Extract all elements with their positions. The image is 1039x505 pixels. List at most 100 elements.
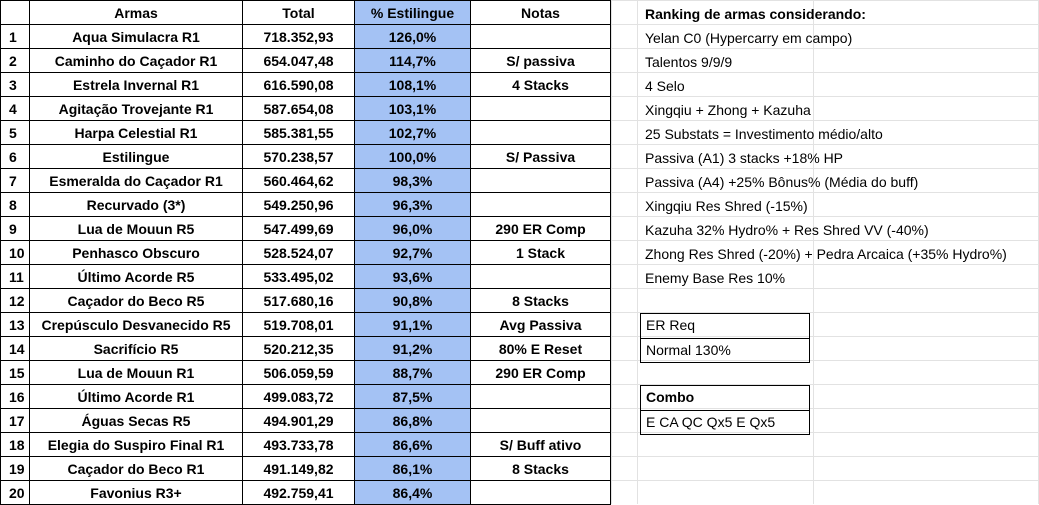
row-percent[interactable]: 98,3%	[354, 168, 471, 193]
row-notes[interactable]	[470, 24, 611, 49]
row-index[interactable]: 6	[0, 144, 30, 169]
row-weapon[interactable]: Caçador do Beco R5	[29, 288, 243, 313]
row-index[interactable]: 7	[0, 168, 30, 193]
row-weapon[interactable]: Estilingue	[29, 144, 243, 169]
row-percent[interactable]: 100,0%	[354, 144, 471, 169]
row-index[interactable]: 18	[0, 432, 30, 457]
row-weapon[interactable]: Agitação Trovejante R1	[29, 96, 243, 121]
row-weapon[interactable]: Estrela Invernal R1	[29, 72, 243, 97]
header-notes[interactable]: Notas	[470, 0, 611, 25]
row-total[interactable]: 517.680,16	[242, 288, 355, 313]
row-percent[interactable]: 102,7%	[354, 120, 471, 145]
row-total[interactable]: 506.059,59	[242, 360, 355, 385]
row-weapon[interactable]: Caçador do Beco R1	[29, 456, 243, 481]
row-total[interactable]: 570.238,57	[242, 144, 355, 169]
row-weapon[interactable]: Elegia do Suspiro Final R1	[29, 432, 243, 457]
row-weapon[interactable]: Sacrifício R5	[29, 336, 243, 361]
row-notes[interactable]: S/ passiva	[470, 48, 611, 73]
row-notes[interactable]	[470, 264, 611, 289]
row-weapon[interactable]: Aqua Simulacra R1	[29, 24, 243, 49]
er-requirement-label[interactable]: ER Req	[646, 317, 696, 333]
row-weapon[interactable]: Crepúsculo Desvanecido R5	[29, 312, 243, 337]
ranking-line[interactable]: 25 Substats = Investimento médio/alto	[645, 126, 883, 142]
row-total[interactable]: 520.212,35	[242, 336, 355, 361]
row-index[interactable]: 2	[0, 48, 30, 73]
row-percent[interactable]: 114,7%	[354, 48, 471, 73]
row-weapon[interactable]: Último Acorde R5	[29, 264, 243, 289]
ranking-line[interactable]: Passiva (A1) 3 stacks +18% HP	[645, 150, 844, 166]
row-percent[interactable]: 86,4%	[354, 480, 471, 505]
row-weapon[interactable]: Penhasco Obscuro	[29, 240, 243, 265]
ranking-line[interactable]: Passiva (A4) +25% Bônus% (Média do buff)	[645, 174, 919, 190]
row-index[interactable]: 16	[0, 384, 30, 409]
row-notes[interactable]: 1 Stack	[470, 240, 611, 265]
row-percent[interactable]: 93,6%	[354, 264, 471, 289]
row-notes[interactable]	[470, 120, 611, 145]
row-total[interactable]: 493.733,78	[242, 432, 355, 457]
row-percent[interactable]: 91,1%	[354, 312, 471, 337]
row-weapon[interactable]: Último Acorde R1	[29, 384, 243, 409]
row-total[interactable]: 654.047,48	[242, 48, 355, 73]
row-notes[interactable]	[470, 168, 611, 193]
ranking-line[interactable]: 4 Selo	[645, 78, 685, 94]
row-percent[interactable]: 92,7%	[354, 240, 471, 265]
ranking-line[interactable]: Yelan C0 (Hypercarry em campo)	[645, 30, 853, 46]
er-requirement-value[interactable]: Normal 130%	[641, 338, 809, 362]
row-notes[interactable]: 8 Stacks	[470, 456, 611, 481]
row-percent[interactable]: 86,1%	[354, 456, 471, 481]
row-percent[interactable]: 96,3%	[354, 192, 471, 217]
row-weapon[interactable]: Lua de Mouun R5	[29, 216, 243, 241]
row-notes[interactable]	[470, 192, 611, 217]
row-percent[interactable]: 86,6%	[354, 432, 471, 457]
combo-label[interactable]: Combo	[646, 389, 695, 405]
row-total[interactable]: 587.654,08	[242, 96, 355, 121]
row-notes[interactable]: 80% E Reset	[470, 336, 611, 361]
row-total[interactable]: 547.499,69	[242, 216, 355, 241]
row-weapon[interactable]: Esmeralda do Caçador R1	[29, 168, 243, 193]
row-notes[interactable]: 290 ER Comp	[470, 360, 611, 385]
ranking-line[interactable]: Kazuha 32% Hydro% + Res Shred VV (-40%)	[645, 222, 929, 238]
row-index[interactable]: 20	[0, 480, 30, 505]
row-percent[interactable]: 87,5%	[354, 384, 471, 409]
row-total[interactable]: 533.495,02	[242, 264, 355, 289]
row-index[interactable]: 17	[0, 408, 30, 433]
row-total[interactable]: 549.250,96	[242, 192, 355, 217]
row-percent[interactable]: 88,7%	[354, 360, 471, 385]
row-total[interactable]: 718.352,93	[242, 24, 355, 49]
row-index[interactable]: 14	[0, 336, 30, 361]
row-total[interactable]: 519.708,01	[242, 312, 355, 337]
row-total[interactable]: 616.590,08	[242, 72, 355, 97]
row-total[interactable]: 494.901,29	[242, 408, 355, 433]
row-total[interactable]: 491.149,82	[242, 456, 355, 481]
row-total[interactable]: 585.381,55	[242, 120, 355, 145]
ranking-line[interactable]: Xingqiu + Zhong + Kazuha	[645, 102, 811, 118]
row-index[interactable]: 15	[0, 360, 30, 385]
ranking-line[interactable]: Talentos 9/9/9	[645, 54, 733, 70]
row-notes[interactable]: 290 ER Comp	[470, 216, 611, 241]
row-weapon[interactable]: Favonius R3+	[29, 480, 243, 505]
row-percent[interactable]: 103,1%	[354, 96, 471, 121]
row-notes[interactable]	[470, 408, 611, 433]
row-notes[interactable]	[470, 384, 611, 409]
row-total[interactable]: 492.759,41	[242, 480, 355, 505]
row-notes[interactable]: S/ Buff ativo	[470, 432, 611, 457]
row-index[interactable]: 10	[0, 240, 30, 265]
ranking-line[interactable]: Xingqiu Res Shred (-15%)	[645, 198, 808, 214]
row-notes[interactable]: 4 Stacks	[470, 72, 611, 97]
row-index[interactable]: 3	[0, 72, 30, 97]
header-index[interactable]	[0, 0, 30, 25]
combo-value[interactable]: E CA QC Qx5 E Qx5	[641, 410, 809, 434]
row-index[interactable]: 19	[0, 456, 30, 481]
row-index[interactable]: 8	[0, 192, 30, 217]
row-percent[interactable]: 96,0%	[354, 216, 471, 241]
row-index[interactable]: 11	[0, 264, 30, 289]
ranking-line[interactable]: Enemy Base Res 10%	[645, 270, 786, 286]
row-weapon[interactable]: Águas Secas R5	[29, 408, 243, 433]
row-notes[interactable]: Avg Passiva	[470, 312, 611, 337]
header-total[interactable]: Total	[242, 0, 355, 25]
row-weapon[interactable]: Caminho do Caçador R1	[29, 48, 243, 73]
row-index[interactable]: 5	[0, 120, 30, 145]
row-index[interactable]: 1	[0, 24, 30, 49]
row-percent[interactable]: 108,1%	[354, 72, 471, 97]
row-percent[interactable]: 126,0%	[354, 24, 471, 49]
